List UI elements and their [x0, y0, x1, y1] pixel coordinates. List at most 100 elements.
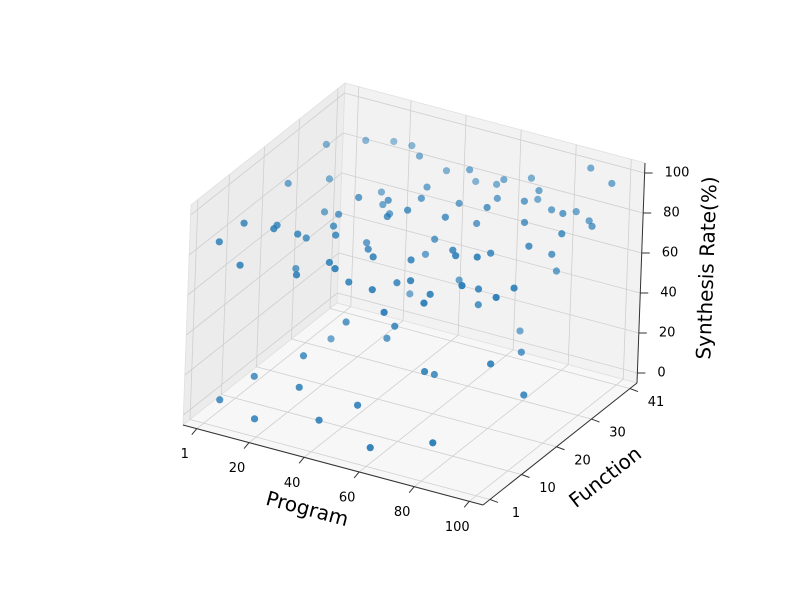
grid-line: [248, 320, 404, 443]
grid-line: [291, 338, 592, 420]
grid-line: [338, 252, 639, 334]
point: [516, 327, 524, 335]
point: [379, 200, 387, 209]
point: [377, 188, 386, 196]
point: [404, 206, 412, 214]
point: [250, 415, 259, 423]
grid-line: [303, 334, 459, 458]
point: [369, 253, 377, 261]
point: [585, 217, 593, 225]
point: [547, 206, 556, 214]
point: [270, 225, 278, 233]
point: [426, 290, 434, 298]
point: [417, 194, 425, 202]
point: [390, 137, 398, 146]
point: [325, 258, 334, 267]
point: [552, 267, 561, 275]
point: [429, 439, 437, 447]
point: [458, 282, 466, 290]
point: [525, 242, 533, 250]
point: [299, 352, 308, 360]
point: [449, 246, 457, 254]
grid-line: [350, 86, 360, 307]
x-tick: [463, 501, 470, 508]
grid-line: [329, 88, 339, 309]
point: [534, 195, 542, 203]
grid-line: [567, 144, 577, 365]
point: [420, 299, 428, 307]
point: [588, 222, 596, 230]
point: [406, 290, 414, 298]
point: [608, 179, 616, 188]
z-tick-label: 80: [663, 206, 680, 221]
point: [500, 175, 508, 184]
point: [363, 239, 371, 247]
grid-line: [358, 349, 514, 473]
z-tick-label: 60: [662, 246, 679, 261]
y-tick: [629, 388, 639, 393]
x-tick: [243, 442, 250, 449]
y-tick: [521, 474, 530, 478]
point: [406, 277, 415, 285]
y-tick: [489, 498, 499, 503]
grid-line: [256, 366, 557, 448]
grid-line: [337, 292, 638, 374]
point: [355, 193, 363, 202]
x-tick: [191, 428, 198, 435]
point: [442, 167, 451, 175]
grid-line: [221, 174, 230, 395]
point: [292, 271, 301, 279]
point: [320, 208, 329, 216]
point: [474, 301, 482, 309]
point: [327, 335, 335, 343]
grid-line: [183, 292, 338, 416]
z-tick-label: 20: [659, 326, 676, 341]
point: [559, 209, 567, 218]
x-tick-label: 1: [181, 447, 189, 462]
point: [364, 245, 372, 253]
point: [368, 286, 376, 294]
point: [420, 367, 429, 376]
point: [492, 293, 500, 302]
y-tick-label: 41: [648, 395, 665, 410]
point: [415, 152, 424, 160]
point: [466, 166, 474, 174]
point: [493, 180, 501, 188]
point: [325, 175, 334, 183]
grid-line: [622, 159, 632, 380]
point: [474, 285, 483, 293]
point: [430, 370, 438, 379]
grid-line: [256, 146, 265, 367]
x-tick-label: 100: [445, 520, 470, 535]
point: [295, 383, 303, 391]
point: [236, 261, 244, 269]
point: [315, 416, 323, 424]
grid-line: [344, 92, 645, 174]
x-tick-label: 80: [394, 505, 411, 520]
point: [384, 196, 392, 204]
point: [558, 230, 566, 238]
point: [431, 235, 439, 243]
point: [487, 360, 495, 368]
grid-line: [341, 172, 642, 254]
z-tick-label: 40: [660, 286, 677, 301]
z-axis-line: [636, 162, 646, 384]
grid-line: [184, 252, 340, 376]
x-tick-label: 40: [284, 476, 301, 491]
x-tick: [353, 471, 360, 479]
point: [520, 197, 528, 205]
y-axis-label: Function: [564, 441, 646, 512]
point: [408, 142, 416, 150]
grid-line: [189, 199, 199, 420]
point: [473, 219, 481, 228]
z-tick-label: 100: [665, 166, 690, 181]
point: [383, 212, 391, 221]
x-axis-line: [182, 424, 484, 506]
grid-line: [196, 306, 352, 429]
z-axis-label: Synthesis Rate(%): [691, 176, 721, 360]
y-tick-label: 1: [512, 506, 520, 521]
y-tick-label: 20: [574, 453, 591, 468]
point: [342, 318, 350, 326]
point: [520, 218, 529, 227]
grid-line: [188, 132, 344, 256]
